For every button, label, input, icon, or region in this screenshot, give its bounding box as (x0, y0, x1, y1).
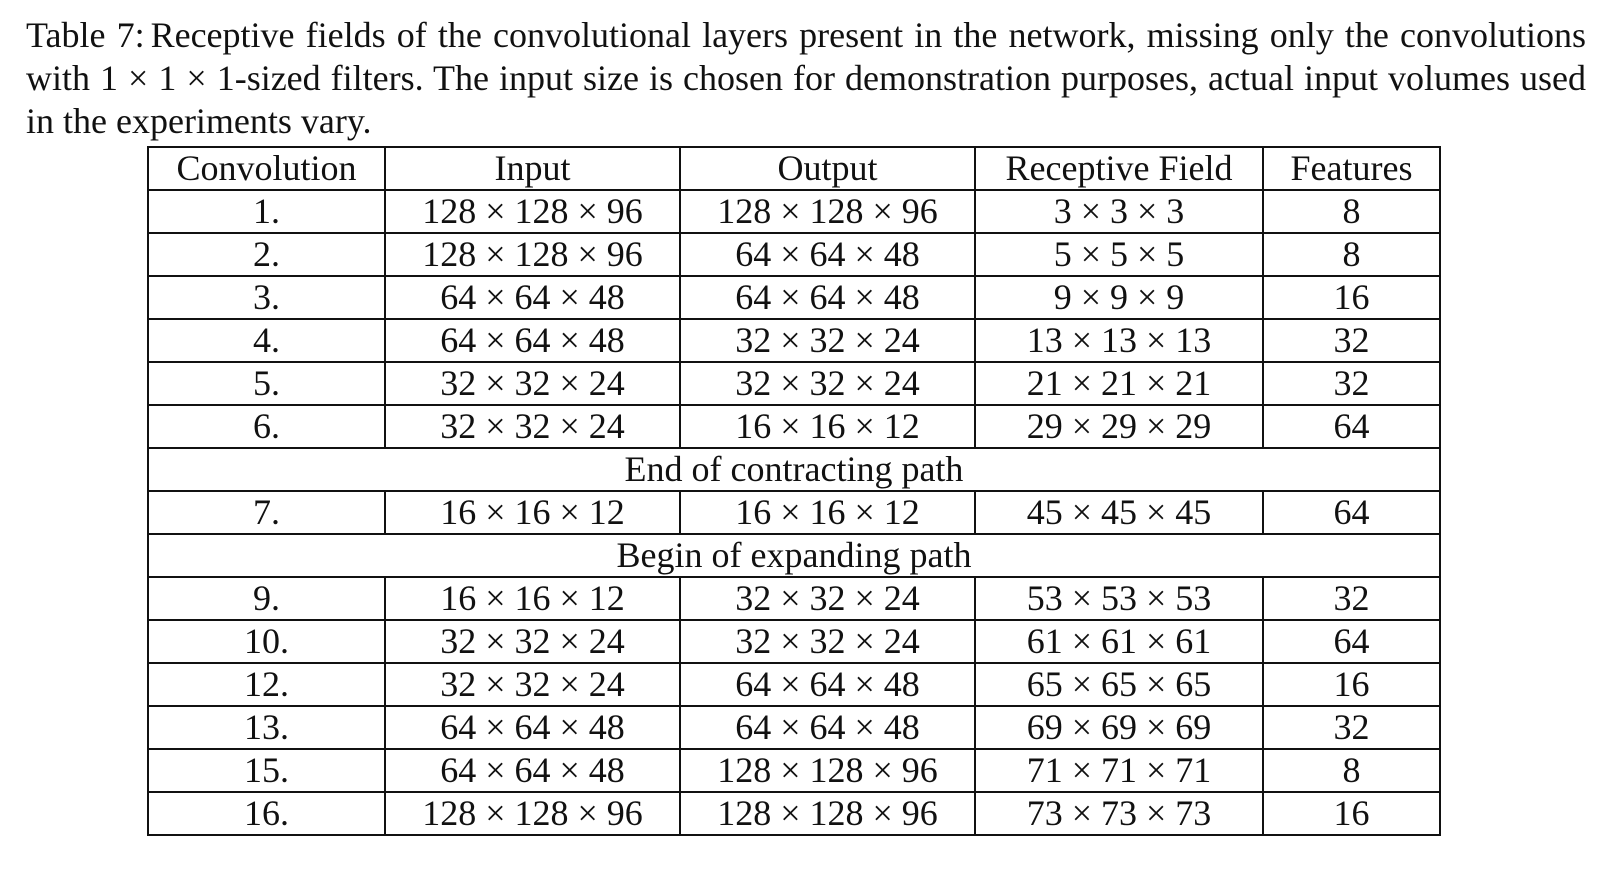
section-label-contracting: End of contracting path (147, 447, 1441, 492)
table-row: 7. 16 × 16 × 12 16 × 16 × 12 45 × 45 × 4… (147, 490, 1441, 535)
cell-receptive-field: 61 × 61 × 61 (974, 619, 1264, 664)
table-row: 3. 64 × 64 × 48 64 × 64 × 48 9 × 9 × 9 1… (147, 275, 1441, 320)
cell-input: 32 × 32 × 24 (384, 404, 681, 449)
cell-features: 32 (1262, 576, 1441, 621)
cell-receptive-field: 53 × 53 × 53 (974, 576, 1264, 621)
cell-features: 16 (1262, 662, 1441, 707)
cell-features: 16 (1262, 275, 1441, 320)
cell-output: 128 × 128 × 96 (679, 791, 976, 836)
cell-output: 16 × 16 × 12 (679, 404, 976, 449)
cell-input: 64 × 64 × 48 (384, 705, 681, 750)
cell-convolution: 6. (147, 404, 386, 449)
cell-input: 32 × 32 × 24 (384, 662, 681, 707)
cell-features: 64 (1262, 404, 1441, 449)
cell-convolution: 5. (147, 361, 386, 406)
cell-output: 128 × 128 × 96 (679, 748, 976, 793)
cell-receptive-field: 13 × 13 × 13 (974, 318, 1264, 363)
header-features: Features (1262, 146, 1441, 191)
cell-features: 64 (1262, 490, 1441, 535)
cell-input: 128 × 128 × 96 (384, 232, 681, 277)
cell-receptive-field: 45 × 45 × 45 (974, 490, 1264, 535)
table-row: 10. 32 × 32 × 24 32 × 32 × 24 61 × 61 × … (147, 619, 1441, 664)
cell-features: 32 (1262, 318, 1441, 363)
cell-receptive-field: 3 × 3 × 3 (974, 189, 1264, 234)
cell-output: 64 × 64 × 48 (679, 275, 976, 320)
table-row: 1. 128 × 128 × 96 128 × 128 × 96 3 × 3 ×… (147, 189, 1441, 234)
cell-features: 8 (1262, 189, 1441, 234)
cell-output: 128 × 128 × 96 (679, 189, 976, 234)
cell-features: 32 (1262, 705, 1441, 750)
cell-output: 16 × 16 × 12 (679, 490, 976, 535)
cell-receptive-field: 5 × 5 × 5 (974, 232, 1264, 277)
table-row: 12. 32 × 32 × 24 64 × 64 × 48 65 × 65 × … (147, 662, 1441, 707)
table-row: 9. 16 × 16 × 12 32 × 32 × 24 53 × 53 × 5… (147, 576, 1441, 621)
cell-input: 64 × 64 × 48 (384, 275, 681, 320)
cell-convolution: 3. (147, 275, 386, 320)
cell-input: 32 × 32 × 24 (384, 361, 681, 406)
table-row: 4. 64 × 64 × 48 32 × 32 × 24 13 × 13 × 1… (147, 318, 1441, 363)
cell-input: 16 × 16 × 12 (384, 576, 681, 621)
caption-text: Receptive fields of the convolutional la… (26, 15, 1586, 141)
table-row: 6. 32 × 32 × 24 16 × 16 × 12 29 × 29 × 2… (147, 404, 1441, 449)
cell-input: 128 × 128 × 96 (384, 189, 681, 234)
cell-output: 32 × 32 × 24 (679, 576, 976, 621)
cell-features: 8 (1262, 748, 1441, 793)
cell-features: 16 (1262, 791, 1441, 836)
cell-features: 32 (1262, 361, 1441, 406)
section-row-expanding: Begin of expanding path (147, 533, 1441, 578)
table-row: 15. 64 × 64 × 48 128 × 128 × 96 71 × 71 … (147, 748, 1441, 793)
cell-receptive-field: 29 × 29 × 29 (974, 404, 1264, 449)
cell-convolution: 2. (147, 232, 386, 277)
section-label-expanding: Begin of expanding path (147, 533, 1441, 578)
header-receptive-field: Receptive Field (974, 146, 1264, 191)
cell-output: 32 × 32 × 24 (679, 619, 976, 664)
cell-receptive-field: 21 × 21 × 21 (974, 361, 1264, 406)
header-row: Convolution Input Output Receptive Field… (147, 146, 1441, 191)
cell-features: 64 (1262, 619, 1441, 664)
cell-convolution: 7. (147, 490, 386, 535)
cell-convolution: 12. (147, 662, 386, 707)
caption-label: Table 7: (26, 15, 145, 55)
table-row: 5. 32 × 32 × 24 32 × 32 × 24 21 × 21 × 2… (147, 361, 1441, 406)
table-caption: Table 7: Receptive fields of the convolut… (26, 14, 1586, 143)
cell-convolution: 16. (147, 791, 386, 836)
cell-convolution: 15. (147, 748, 386, 793)
cell-output: 64 × 64 × 48 (679, 662, 976, 707)
cell-output: 64 × 64 × 48 (679, 232, 976, 277)
cell-output: 32 × 32 × 24 (679, 318, 976, 363)
cell-input: 64 × 64 × 48 (384, 748, 681, 793)
cell-receptive-field: 65 × 65 × 65 (974, 662, 1264, 707)
header-convolution: Convolution (147, 146, 386, 191)
cell-input: 16 × 16 × 12 (384, 490, 681, 535)
section-row-contracting: End of contracting path (147, 447, 1441, 492)
cell-input: 128 × 128 × 96 (384, 791, 681, 836)
cell-receptive-field: 69 × 69 × 69 (974, 705, 1264, 750)
cell-output: 64 × 64 × 48 (679, 705, 976, 750)
table-row: 13. 64 × 64 × 48 64 × 64 × 48 69 × 69 × … (147, 705, 1441, 750)
receptive-field-table: Convolution Input Output Receptive Field… (147, 146, 1441, 836)
cell-receptive-field: 71 × 71 × 71 (974, 748, 1264, 793)
header-output: Output (679, 146, 976, 191)
cell-input: 32 × 32 × 24 (384, 619, 681, 664)
cell-receptive-field: 73 × 73 × 73 (974, 791, 1264, 836)
table-row: 16. 128 × 128 × 96 128 × 128 × 96 73 × 7… (147, 791, 1441, 836)
cell-convolution: 13. (147, 705, 386, 750)
cell-convolution: 10. (147, 619, 386, 664)
cell-input: 64 × 64 × 48 (384, 318, 681, 363)
cell-features: 8 (1262, 232, 1441, 277)
cell-convolution: 1. (147, 189, 386, 234)
header-input: Input (384, 146, 681, 191)
table-row: 2. 128 × 128 × 96 64 × 64 × 48 5 × 5 × 5… (147, 232, 1441, 277)
cell-convolution: 9. (147, 576, 386, 621)
cell-output: 32 × 32 × 24 (679, 361, 976, 406)
cell-receptive-field: 9 × 9 × 9 (974, 275, 1264, 320)
cell-convolution: 4. (147, 318, 386, 363)
